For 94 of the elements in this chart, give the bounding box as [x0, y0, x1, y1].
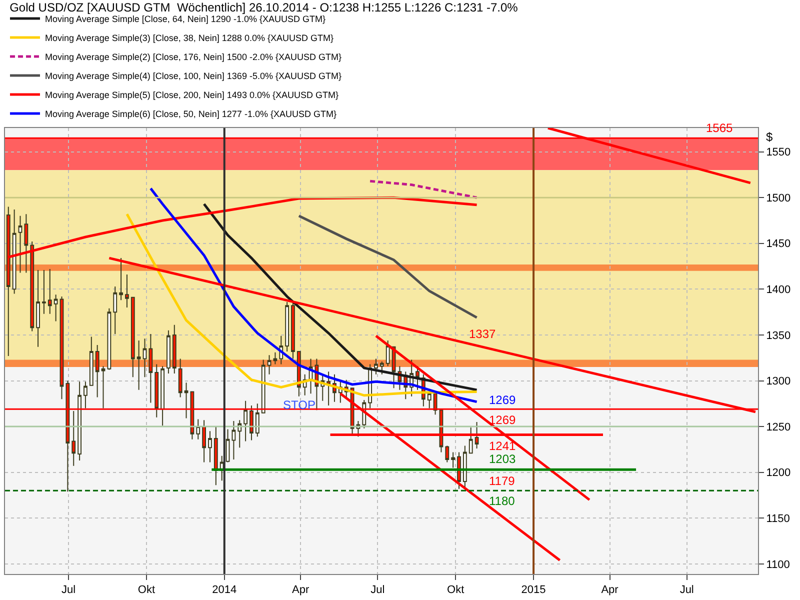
legend-label: Moving Average Simple(2) [Close, 176, Nein] 1500 -2.0% {XAUUSD GTM}	[45, 52, 342, 62]
candlestick	[84, 381, 88, 409]
candlestick	[386, 340, 390, 367]
y-tick-label: 1350	[766, 330, 791, 342]
annotation: 1179	[489, 474, 516, 488]
candlestick	[89, 336, 94, 386]
candlestick	[267, 354, 272, 375]
candlestick	[154, 364, 159, 418]
y-tick-label: 1150	[766, 512, 790, 525]
candlestick	[250, 404, 254, 441]
candlestick	[202, 420, 206, 463]
candlestick	[445, 445, 450, 463]
x-tick-label: Okt	[447, 584, 464, 596]
candlestick	[184, 382, 188, 419]
y-tick-label: 1550	[766, 146, 791, 159]
x-tick-label: Jul	[370, 584, 385, 596]
candlestick	[42, 269, 46, 314]
annotation: 1337	[469, 327, 496, 341]
candlestick	[261, 359, 266, 414]
candlestick	[462, 445, 467, 488]
y-axis-title: $	[766, 130, 773, 144]
candlestick	[457, 452, 461, 490]
candlestick	[172, 324, 176, 374]
x-tick-label: 2015	[521, 584, 546, 596]
y-tick-label: 1100	[766, 558, 790, 571]
legend-label: Moving Average Simple(3) [Close, 38, Nein] 1288 0.0% {XAUUSD GTM}	[45, 33, 334, 44]
candlestick	[95, 344, 100, 398]
annotation: 1203	[489, 452, 516, 466]
annotation: 1565	[706, 121, 734, 135]
candlestick	[380, 361, 384, 375]
annotation: 1269	[489, 413, 516, 427]
x-tick-label: Apr	[601, 584, 619, 596]
candlestick	[160, 366, 164, 426]
candlestick	[196, 418, 200, 440]
annotation: 1241	[489, 439, 516, 453]
legend-label: Moving Average Simple(5) [Close, 200, Nein] 1493 0.0% {XAUUSD GTM}	[45, 90, 338, 100]
candlestick	[113, 286, 118, 335]
candlestick	[54, 294, 58, 322]
y-tick-label: 1200	[766, 467, 791, 480]
candlestick	[468, 426, 473, 454]
legend-label: Moving Average Simple(4) [Close, 100, Nein] 1369 -5.0% {XAUUSD GTM}	[45, 71, 342, 82]
candlestick	[130, 296, 135, 378]
candlestick	[36, 269, 40, 348]
candlestick	[474, 421, 479, 450]
candlestick	[12, 209, 16, 294]
candlestick	[190, 391, 194, 440]
candlestick	[148, 334, 153, 404]
candlestick	[451, 452, 456, 468]
candlestick	[214, 426, 218, 486]
candlestick	[136, 340, 141, 390]
candlestick	[119, 258, 123, 301]
candlestick	[208, 430, 212, 463]
y-tick-label: 1500	[766, 192, 791, 204]
legend-label: Moving Average Simple(6) [Close, 50, Nein] 1277 -1.0% {XAUUSD GTM}	[45, 109, 336, 120]
candlestick	[255, 403, 260, 438]
line-series	[298, 214, 478, 319]
candlestick	[101, 366, 106, 409]
x-tick-label: 2014	[212, 584, 237, 596]
x-tick-label: Okt	[138, 584, 156, 596]
annotation: 1269	[489, 393, 516, 407]
candlestick	[30, 241, 34, 332]
candlestick	[48, 268, 52, 314]
candlestick	[285, 302, 290, 352]
candlestick	[60, 296, 64, 400]
candlestick	[18, 215, 22, 274]
candlestick	[273, 352, 278, 365]
legend-label: Moving Average Simple [Close, 64, Nein] 1290 -1.0% {XAUUSD GTM}	[45, 14, 326, 24]
candlestick	[178, 358, 182, 398]
annotation: 1180	[489, 494, 516, 508]
candlestick	[166, 330, 170, 374]
candlestick	[326, 371, 331, 406]
annotation: STOP	[283, 398, 316, 412]
candlestick	[416, 366, 420, 390]
x-tick-label: Jul	[680, 584, 694, 596]
x-tick-label: Jul	[62, 584, 76, 596]
candlestick	[226, 428, 230, 463]
candlestick	[142, 338, 147, 378]
y-tick-label: 1450	[766, 238, 791, 250]
candlestick	[72, 410, 76, 466]
y-tick-label: 1250	[766, 421, 791, 434]
candlestick	[66, 380, 70, 492]
y-tick-label: 1300	[766, 376, 791, 388]
candlestick	[6, 206, 10, 357]
x-tick-label: Apr	[292, 584, 310, 596]
candlestick	[232, 420, 236, 460]
y-tick-label: 1400	[766, 284, 791, 296]
candlestick	[78, 381, 82, 461]
chart-title: Gold USD/OZ [XAUUSD GTM Wöchentlich] 26.10.2014 - O:1238 H:1255 L:1226 C:1231 -7.0%	[10, 0, 518, 14]
candlestick	[244, 400, 248, 442]
candlestick	[125, 274, 129, 308]
candlestick	[107, 308, 112, 370]
candlestick	[291, 302, 295, 360]
candlestick	[24, 214, 28, 274]
candlestick	[374, 358, 378, 375]
